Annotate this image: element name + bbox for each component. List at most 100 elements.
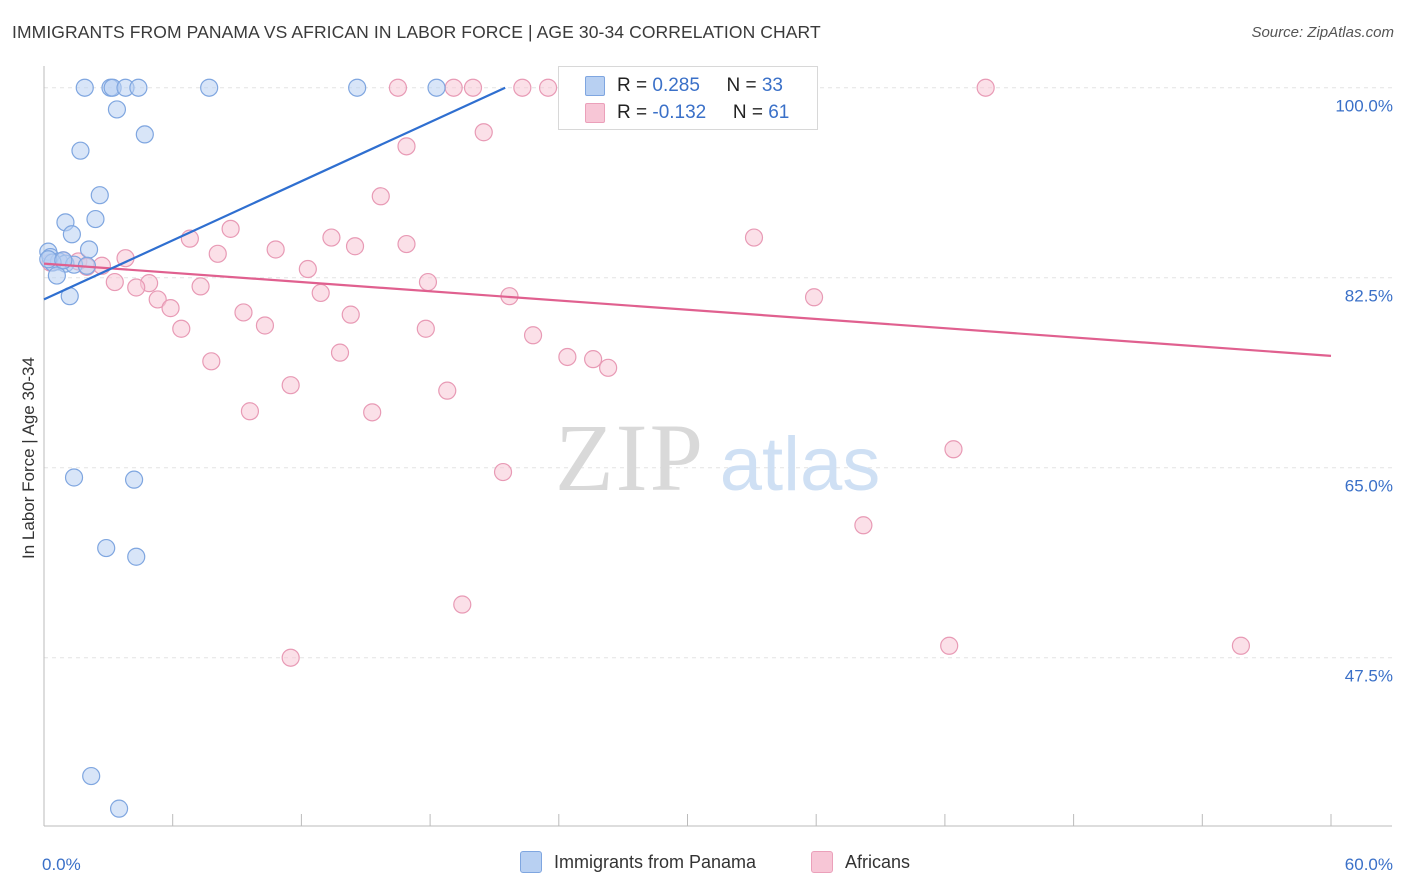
data-point-africans [438,381,457,400]
data-point-panama [427,78,446,97]
data-point-africans [281,648,300,667]
data-point-africans [255,316,275,335]
legend-swatch-panama [585,76,605,96]
y-tick-label: 82.5% [1345,287,1393,306]
axes [43,66,1392,827]
data-point-africans [976,78,995,97]
x-tick-label: 0.0% [42,855,81,874]
data-point-africans [311,283,330,303]
data-point-panama [97,538,116,558]
data-point-africans [513,78,532,97]
data-point-africans [744,228,764,247]
r-value-africans: -0.132 [652,102,707,123]
watermark: ZIP atlas [555,404,880,511]
data-point-africans [345,237,365,256]
data-point-africans [161,299,180,318]
data-point-panama [47,266,66,285]
r-label: R = [617,102,653,123]
r-label: R = [617,75,653,96]
data-point-africans [240,402,260,421]
legend-swatch-panama [520,851,542,873]
watermark-atlas: atlas [720,422,881,507]
data-point-africans [191,277,210,296]
watermark-zip: ZIP [555,404,705,511]
data-point-africans [1231,636,1251,655]
data-point-africans [474,123,493,142]
panama-points [39,78,446,818]
data-point-africans [453,595,472,614]
legend-label-panama: Immigrants from Panama [554,851,757,872]
data-point-panama [107,100,127,119]
data-point-africans [208,244,227,263]
data-point-africans [330,343,350,362]
data-point-panama [135,125,154,144]
data-point-panama [348,78,367,97]
data-point-africans [418,272,438,292]
n-value-panama: 33 [761,75,783,96]
data-point-africans [944,440,963,459]
data-point-panama [79,240,99,259]
data-point-panama [90,186,109,205]
trend-lines [43,86,1332,357]
data-point-africans [388,78,408,97]
data-point-africans [558,347,577,367]
data-point-africans [322,228,341,247]
legend-swatch-africans [585,103,605,123]
data-point-africans [493,462,513,482]
data-point-africans [127,278,146,297]
data-point-panama [86,209,105,229]
data-point-panama [62,225,81,244]
data-point-africans [444,78,463,97]
data-point-africans [281,376,300,395]
y-tick-label: 47.5% [1345,667,1393,686]
n-value-africans: 61 [768,102,790,123]
n-label: N = [726,75,762,96]
data-point-africans [234,303,253,322]
data-point-panama [124,470,144,489]
data-point-panama [82,766,101,786]
data-point-africans [371,187,390,206]
trend-line-panama [43,86,506,301]
grid-lines [44,87,1392,659]
series-legend: Immigrants from Panama Africans [0,851,1406,877]
data-point-africans [363,403,382,422]
data-point-africans [854,516,873,535]
data-point-panama [127,547,146,566]
data-point-africans [584,350,603,369]
data-point-africans [172,319,191,338]
data-point-africans [599,358,618,377]
n-label: N = [732,102,769,123]
data-point-panama [200,78,219,97]
data-point-panama [129,78,148,97]
data-point-africans [523,326,543,345]
correlation-legend: R = 0.285 N = 33 R = -0.132 N = 61 [558,66,818,130]
y-tick-label: 100.0% [1335,97,1393,116]
source-credit: Source: ZipAtlas.com [1251,24,1394,41]
data-point-panama [109,799,129,818]
data-point-africans [538,78,558,97]
data-point-africans [105,272,124,292]
tick-labels: 47.5% 65.0% 82.5% 100.0% 0.0% 60.0% [42,97,1393,874]
legend-label-africans: Africans [845,851,911,872]
data-point-africans [397,137,416,156]
legend-item-panama[interactable]: Immigrants from Panama [520,851,756,873]
data-point-africans [416,319,435,338]
trend-line-africans [43,262,1332,357]
data-point-africans [202,352,221,371]
data-point-panama [64,468,84,487]
data-point-africans [397,234,416,254]
data-point-panama [71,141,90,160]
data-point-africans [221,219,240,238]
data-point-africans [298,259,317,279]
r-value-panama: 0.285 [652,75,700,96]
data-point-panama [75,78,94,97]
chart-title: IMMIGRANTS FROM PANAMA VS AFRICAN IN LAB… [12,22,821,42]
legend-item-africans[interactable]: Africans [811,851,910,873]
data-point-africans [266,240,285,259]
data-point-africans [148,290,167,309]
africans-points [41,78,1251,667]
legend-swatch-africans [811,851,833,873]
x-tick-label: 60.0% [1345,855,1393,874]
y-tick-label: 65.0% [1345,477,1393,496]
